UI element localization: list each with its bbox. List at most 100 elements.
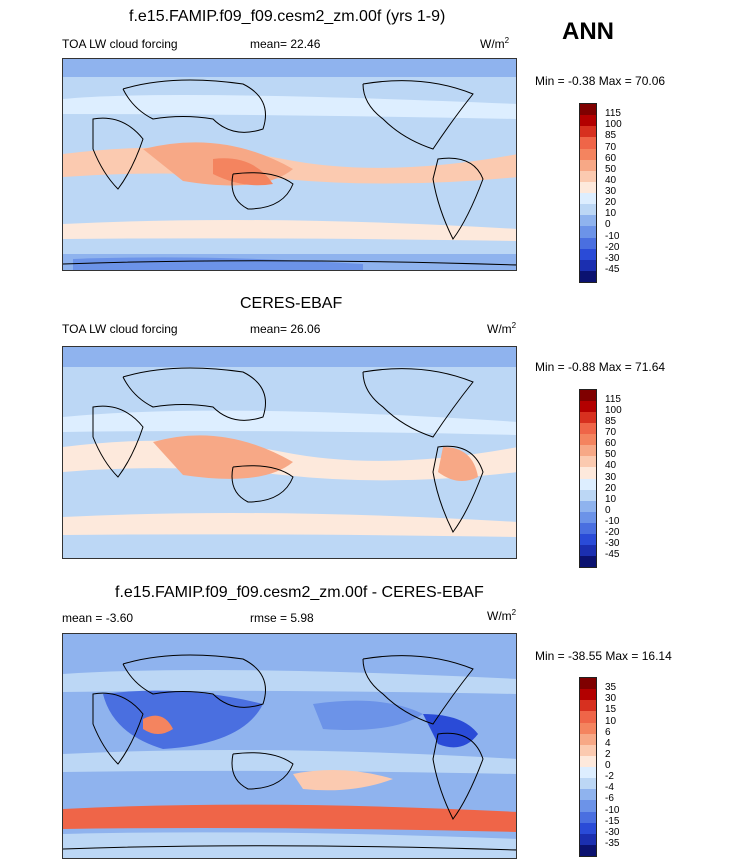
panel-1-minmax: Min = -0.38 Max = 70.06	[535, 74, 666, 88]
colorbar-swatch	[580, 767, 596, 779]
colorbar-tick-label: -20	[605, 526, 620, 538]
colorbar-tick-label: 30	[605, 186, 617, 197]
panel-2-title: CERES-EBAF	[240, 295, 343, 312]
colorbar-swatch	[580, 833, 596, 845]
colorbar-swatch	[580, 215, 596, 227]
colorbar-swatch	[580, 511, 596, 523]
colorbar-swatch	[580, 148, 596, 160]
colorbar-tick-label: 70	[605, 427, 617, 439]
colorbar-swatch	[580, 248, 596, 260]
colorbar-swatch	[580, 755, 596, 767]
colorbar-tick-label: -15	[605, 815, 620, 827]
colorbar-swatch	[580, 733, 596, 745]
panel-1-units: W/m2	[480, 36, 510, 51]
colorbar-tick-label: -6	[605, 793, 614, 805]
colorbar-swatch	[580, 522, 596, 534]
colorbar-tick-label: 50	[605, 449, 617, 461]
panel-3-rmse: rmse = 5.98	[250, 611, 314, 625]
colorbar-tick-label: 85	[605, 416, 617, 428]
colorbar-swatch	[580, 844, 596, 856]
panel-2-mean: mean= 26.06	[250, 322, 321, 336]
colorbar-swatch	[580, 822, 596, 834]
panel-1-mean: mean= 22.46	[250, 37, 321, 51]
colorbar-tick-label: 115	[605, 108, 621, 120]
colorbar-swatch	[580, 711, 596, 723]
colorbar-swatch	[580, 445, 596, 457]
colorbar-tick-label: -20	[605, 241, 620, 253]
colorbar-swatch	[580, 778, 596, 790]
colorbar-swatch	[580, 434, 596, 446]
colorbar-tick-label: 115	[605, 394, 621, 406]
panel-2-units: W/m2	[487, 321, 517, 336]
colorbar-swatch	[580, 533, 596, 545]
colorbar-swatch	[580, 500, 596, 512]
colorbar-swatch	[580, 789, 596, 801]
colorbar-swatch	[580, 744, 596, 756]
colorbar-tick-label: -4	[605, 782, 614, 794]
colorbar-tick-label: 10	[605, 208, 617, 220]
colorbar-swatch	[580, 170, 596, 182]
colorbar-swatch	[580, 270, 596, 282]
season-label: ANN	[562, 18, 614, 45]
colorbar-swatch	[580, 689, 596, 701]
colorbar-swatch	[580, 137, 596, 149]
colorbar-tick-label: 0	[605, 219, 611, 231]
panel-2-colorbar	[579, 389, 597, 568]
colorbar-tick-label: -10	[605, 230, 620, 242]
colorbar-tick-label: 15	[605, 704, 617, 716]
colorbar-tick-label: 6	[605, 726, 611, 738]
colorbar-swatch	[580, 401, 596, 413]
colorbar-swatch	[580, 544, 596, 556]
colorbar-tick-label: -45	[605, 548, 620, 560]
panel-2-map	[62, 346, 517, 559]
colorbar-tick-label: 30	[605, 471, 617, 483]
colorbar-swatch	[580, 390, 596, 402]
panel-3-map	[62, 633, 517, 859]
colorbar-swatch	[580, 700, 596, 712]
colorbar-tick-label: 70	[605, 141, 617, 153]
colorbar-swatch	[580, 126, 596, 138]
colorbar-swatch	[580, 259, 596, 271]
colorbar-tick-label: -30	[605, 826, 620, 838]
colorbar-tick-label: 40	[605, 174, 617, 186]
colorbar-tick-label: -2	[605, 771, 614, 783]
colorbar-tick-label: -45	[605, 263, 620, 275]
colorbar-tick-label: 2	[605, 748, 611, 760]
colorbar-swatch	[580, 204, 596, 216]
panel-2-minmax: Min = -0.88 Max = 71.64	[535, 360, 666, 374]
colorbar-swatch	[580, 478, 596, 490]
colorbar-swatch	[580, 115, 596, 127]
colorbar-tick-label: 60	[605, 438, 617, 450]
colorbar-tick-label: 60	[605, 152, 617, 164]
colorbar-tick-label: 100	[605, 119, 622, 131]
colorbar-swatch	[580, 489, 596, 501]
colorbar-tick-label: 10	[605, 493, 617, 505]
colorbar-swatch	[580, 467, 596, 479]
colorbar-tick-label: 30	[605, 693, 617, 705]
colorbar-tick-label: -10	[605, 804, 620, 816]
colorbar-tick-label: 85	[605, 130, 617, 142]
panel-3-colorbar	[579, 677, 597, 857]
colorbar-tick-label: 20	[605, 197, 617, 209]
colorbar-swatch	[580, 412, 596, 424]
colorbar-swatch	[580, 423, 596, 435]
colorbar-tick-label: 4	[605, 737, 611, 749]
colorbar-swatch	[580, 678, 596, 690]
colorbar-tick-label: 0	[605, 504, 611, 516]
panel-3-minmax: Min = -38.55 Max = 16.14	[535, 649, 672, 663]
colorbar-swatch	[580, 226, 596, 238]
colorbar-tick-label: 0	[605, 760, 611, 771]
colorbar-tick-label: 20	[605, 482, 617, 494]
colorbar-tick-label: -30	[605, 252, 620, 264]
colorbar-tick-label: 100	[605, 405, 622, 417]
colorbar-swatch	[580, 555, 596, 567]
colorbar-tick-label: 50	[605, 163, 617, 175]
colorbar-tick-label: 40	[605, 460, 617, 472]
colorbar-tick-label: -35	[605, 837, 620, 849]
colorbar-tick-label: 10	[605, 715, 617, 727]
colorbar-swatch	[580, 456, 596, 468]
colorbar-swatch	[580, 800, 596, 812]
colorbar-tick-label: 35	[605, 682, 617, 694]
colorbar-tick-label: -30	[605, 537, 620, 549]
panel-3-mean: mean = -3.60	[62, 611, 134, 625]
